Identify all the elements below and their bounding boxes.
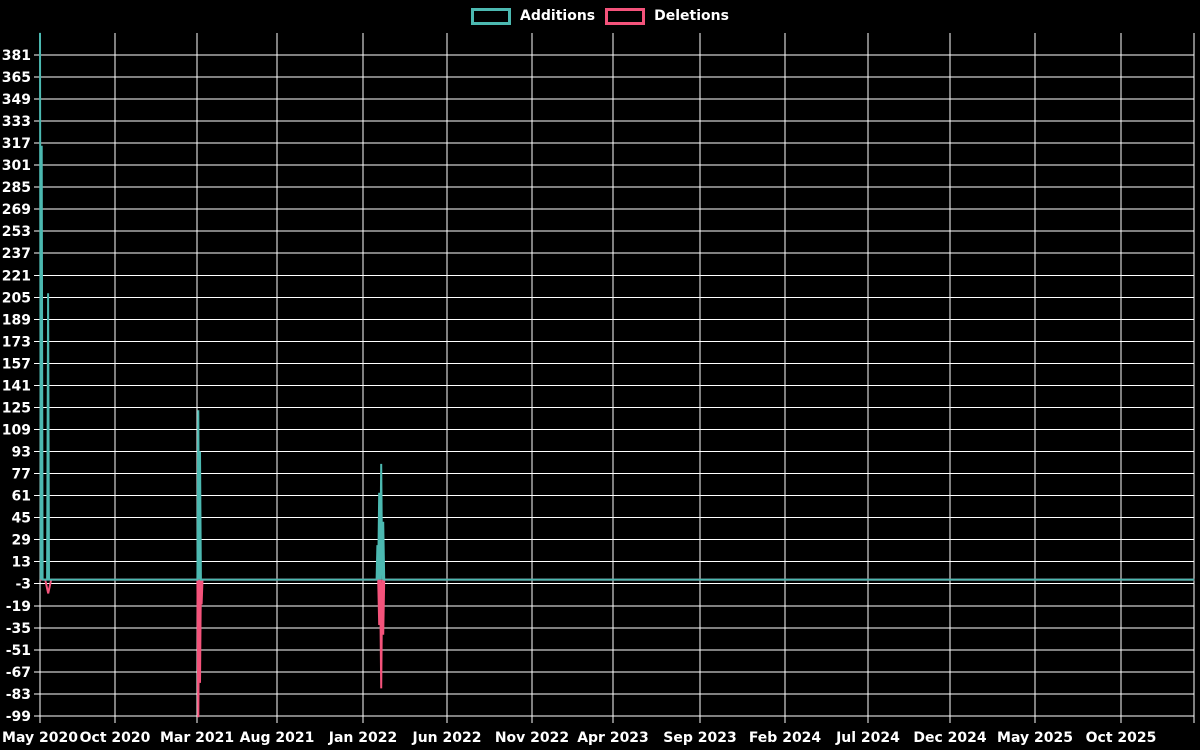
x-tick-label: Nov 2022 [495,730,569,746]
x-tick-label: Oct 2025 [1086,730,1157,746]
x-tick-label: Dec 2024 [913,730,987,746]
x-tick-label: May 2025 [997,730,1073,746]
y-tick-label: 13 [12,555,31,571]
y-tick-label: 317 [2,136,31,152]
x-tick-label: Aug 2021 [240,730,315,746]
additions-swatch-icon [471,8,512,25]
y-tick-label: -35 [6,621,31,637]
y-tick-label: 349 [2,92,31,108]
series-line-additions [39,32,1195,581]
y-tick-label: 173 [2,334,31,350]
y-tick-label: -51 [6,643,31,659]
y-tick-label: 205 [2,290,31,306]
x-tick-label: Mar 2021 [160,730,234,746]
x-tick-label: Oct 2020 [80,730,151,746]
x-tick-label: May 2020 [2,730,78,746]
y-tick-label: 109 [2,423,31,439]
y-tick-label: 301 [2,158,31,174]
x-tick-label: Jun 2022 [412,730,482,746]
y-tick-label: 285 [2,180,31,196]
y-tick-label: 93 [12,445,31,461]
deletions-legend-label: Deletions [654,8,729,24]
y-tick-label: 237 [2,246,31,262]
y-tick-label: -67 [6,665,31,681]
y-tick-label: 29 [12,533,31,549]
y-tick-label: -3 [15,577,31,593]
y-tick-label: 157 [2,356,31,372]
y-tick-label: 269 [2,202,31,218]
y-tick-label: 45 [12,511,31,527]
additions-legend-label: Additions [520,8,596,24]
y-tick-label: 365 [2,70,31,86]
y-tick-label: 125 [2,401,31,417]
x-tick-label: Feb 2024 [749,730,822,746]
legend-item-deletions[interactable]: Deletions [605,8,729,25]
y-tick-label: -83 [6,687,31,703]
x-tick-label: Apr 2023 [577,730,649,746]
y-tick-label: -99 [6,709,31,725]
y-tick-label: 333 [2,114,31,130]
y-tick-label: 189 [2,312,31,328]
y-tick-label: 141 [2,378,31,394]
y-tick-label: 77 [12,467,31,483]
y-tick-label: 221 [2,268,31,284]
legend-item-additions[interactable]: Additions [471,8,595,25]
series-line-deletions [40,578,1195,718]
y-tick-label: 381 [2,48,31,64]
y-tick-label: 61 [12,489,31,505]
y-tick-label: 253 [2,224,31,240]
x-tick-label: Jan 2022 [328,730,397,746]
x-tick-label: Jul 2024 [835,730,900,746]
chart-legend: Additions Deletions [0,8,1200,25]
deletions-swatch-icon [605,8,646,25]
y-tick-label: -19 [6,599,31,615]
x-tick-label: Sep 2023 [663,730,736,746]
